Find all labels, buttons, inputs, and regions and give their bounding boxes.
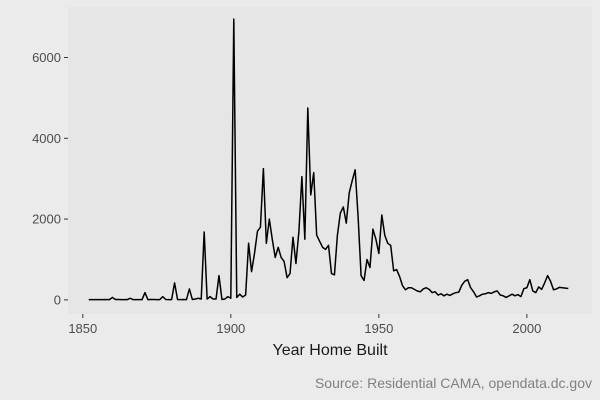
x-tick-label: 2000 bbox=[512, 321, 541, 336]
y-tick-label: 6000 bbox=[32, 50, 61, 65]
x-axis: 1850 1900 1950 2000 bbox=[68, 314, 541, 336]
y-tick-label: 4000 bbox=[32, 131, 61, 146]
x-tick-label: 1850 bbox=[68, 321, 97, 336]
series-line bbox=[88, 18, 569, 301]
x-tick-label: 1900 bbox=[216, 321, 245, 336]
y-tick-label: 2000 bbox=[32, 212, 61, 227]
x-axis-title: Year Home Built bbox=[272, 342, 388, 359]
y-axis: 0 2000 4000 6000 bbox=[32, 50, 68, 307]
plot-panel bbox=[68, 7, 592, 314]
y-tick-label: 0 bbox=[54, 292, 61, 307]
x-tick-label: 1950 bbox=[364, 321, 393, 336]
source-caption: Source: Residential CAMA, opendata.dc.go… bbox=[315, 375, 592, 391]
